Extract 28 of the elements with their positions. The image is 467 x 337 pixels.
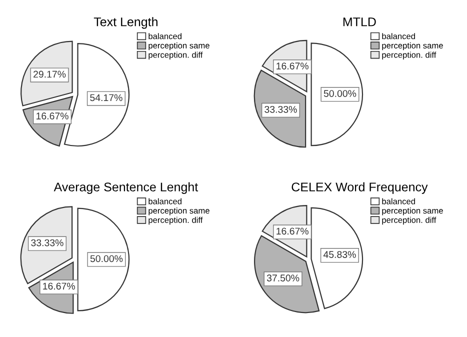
- data-label: 33.33%: [31, 239, 64, 246]
- data-label: 16.67%: [276, 228, 308, 235]
- legend-label: balanced: [382, 198, 415, 204]
- chart-title: Text Length: [94, 17, 158, 29]
- legend-label: perception. diff: [382, 216, 436, 225]
- legend-label: perception. diff: [148, 216, 203, 225]
- data-label: 50.00%: [324, 90, 356, 97]
- legend-label: balanced: [148, 33, 182, 40]
- legend-label: perception same: [382, 42, 443, 50]
- data-label: 37.50%: [266, 274, 300, 282]
- legend-label: balanced: [148, 198, 182, 204]
- legend-label: balanced: [382, 33, 415, 40]
- legend-label: perception. diff: [382, 52, 436, 60]
- data-label: 54.17%: [90, 94, 122, 102]
- chart-title: Average Sentence Lenght: [54, 182, 198, 194]
- chart-title: MTLD: [343, 18, 376, 26]
- legend-label: perception same: [382, 208, 443, 216]
- data-label: 16.67%: [276, 62, 308, 70]
- data-label: 45.83%: [323, 251, 356, 258]
- data-label: 29.17%: [34, 70, 66, 78]
- data-label: 50.00%: [90, 255, 123, 262]
- data-label: 33.33%: [264, 106, 297, 113]
- legend-label: perception same: [148, 208, 210, 216]
- chart-title: CELEX Word Frequency: [292, 182, 428, 194]
- data-label: 16.67%: [43, 282, 75, 290]
- data-label: 16.67%: [36, 112, 68, 120]
- legend-label: perception same: [148, 42, 210, 50]
- legend-label: perception. diff: [148, 52, 203, 60]
